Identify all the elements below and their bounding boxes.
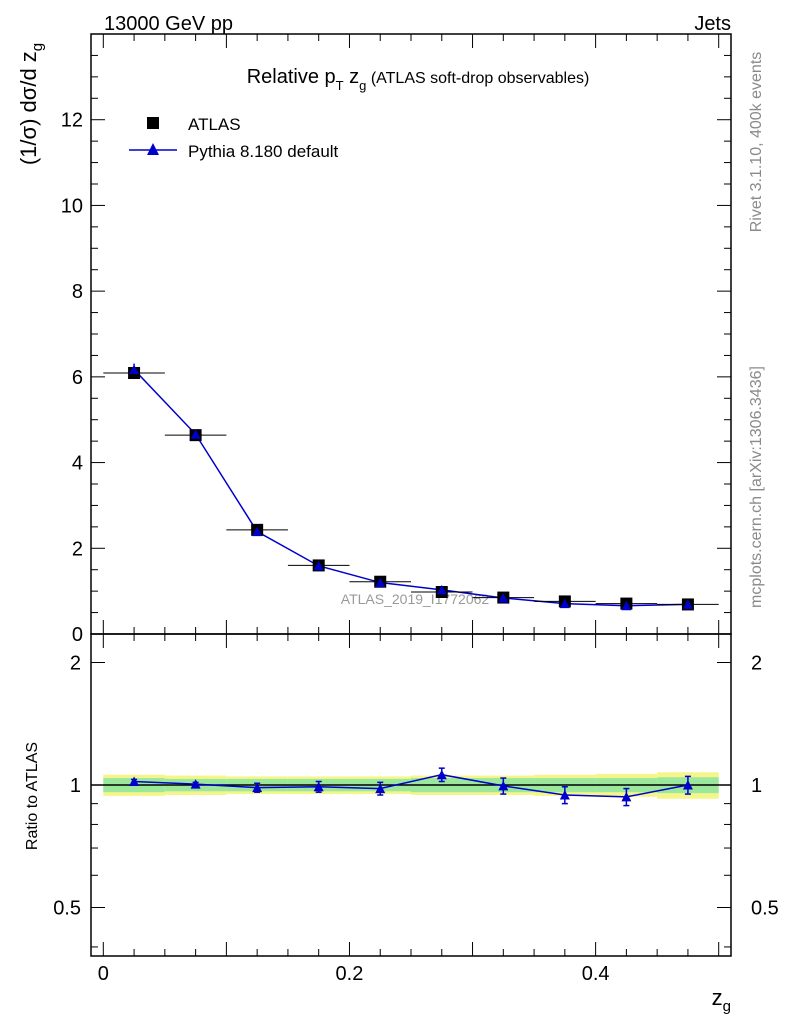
ratio-marker — [129, 776, 140, 787]
pythia-marker — [252, 526, 263, 537]
x-tick-label: 0 — [98, 963, 109, 985]
ratio-y-tick-label-right: 2 — [751, 653, 762, 675]
ratio-y-tick-label-left: 1 — [70, 775, 81, 797]
ratio-y-axis-label: Ratio to ATLAS — [24, 742, 41, 850]
legend-atlas-marker — [147, 117, 159, 129]
legend-atlas-label: ATLAS — [188, 115, 241, 134]
main-y-tick-labels: 0 2 4 6 8 10 12 — [61, 110, 83, 646]
ratio-y-tick-label-left: 0.5 — [53, 897, 81, 919]
ratio-frame — [90, 633, 732, 957]
pythia-marker — [129, 364, 140, 375]
legend-pythia-label: Pythia 8.180 default — [188, 142, 339, 161]
pythia-marker — [375, 577, 386, 588]
x-axis-label: zg — [712, 985, 731, 1015]
legend-pythia-marker — [147, 143, 159, 155]
ratio-series-pythia — [129, 767, 693, 807]
ratio-axis-ticks — [91, 634, 731, 956]
ratio-marker — [252, 782, 263, 793]
ratio-panel: 0.5 0.5 1 1 2 2 0 0.2 0.4 Ratio to ATLAS zg — [24, 633, 779, 1015]
main-y-tick-label: 10 — [61, 195, 83, 217]
pythia-marker — [190, 429, 201, 439]
pythia-marker — [682, 599, 693, 609]
ratio-y-tick-label-right: 0.5 — [751, 897, 779, 919]
ratio-marker — [313, 781, 324, 792]
ratio-marker — [190, 779, 201, 789]
ratio-marker — [559, 789, 570, 800]
main-y-tick-label: 0 — [72, 624, 83, 646]
ratio-marker — [375, 783, 386, 794]
main-panel: 0 2 4 6 8 10 12 (1/σ) dσ/d zg Relative pT zg (… — [16, 33, 732, 646]
x-tick-label: 0.2 — [336, 963, 364, 985]
pythia-line — [133, 369, 688, 607]
analysis-watermark: ATLAS_2019_I1772062 — [341, 591, 490, 607]
ratio-marker — [682, 779, 693, 790]
pythia-marker — [559, 598, 570, 609]
x-tick-label: 0.4 — [582, 963, 610, 985]
main-y-tick-label: 6 — [72, 367, 83, 389]
ratio-marker — [436, 769, 447, 780]
main-frame — [90, 33, 732, 635]
main-y-axis-label: (1/σ) dσ/d zg — [16, 43, 46, 165]
main-series-atlas — [103, 364, 719, 611]
main-y-tick-label: 12 — [61, 110, 83, 132]
legend: ATLAS Pythia 8.180 default — [129, 115, 339, 161]
mcplots-label: mcplots.cern.ch [arXiv:1306.3436] — [748, 366, 765, 608]
ratio-line — [134, 773, 689, 798]
main-y-tick-label: 2 — [72, 538, 83, 560]
ratio-y-tick-label-right: 1 — [751, 775, 762, 797]
pythia-marker — [436, 584, 447, 595]
pythia-marker — [498, 593, 509, 603]
process-label: Jets — [694, 13, 731, 35]
ratio-marker — [621, 791, 632, 802]
ratio-marker — [498, 780, 509, 791]
energy-label: 13000 GeV pp — [104, 13, 233, 35]
ratio-y-tick-label-left: 2 — [70, 653, 81, 675]
pythia-marker — [621, 600, 632, 611]
ratio-y-tick-labels: 0.5 0.5 1 1 2 2 — [53, 653, 779, 920]
main-y-tick-label: 8 — [72, 281, 83, 303]
rivet-version-label: Rivet 3.1.10, 400k events — [748, 52, 765, 233]
x-tick-labels: 0 0.2 0.4 — [98, 963, 610, 985]
pythia-marker — [313, 560, 324, 571]
main-series-pythia — [133, 363, 689, 607]
main-axis-ticks — [91, 33, 731, 635]
main-plot-title: Relative pT zg (ATLAS soft-drop observab… — [247, 66, 590, 93]
main-y-tick-label: 4 — [72, 453, 83, 475]
